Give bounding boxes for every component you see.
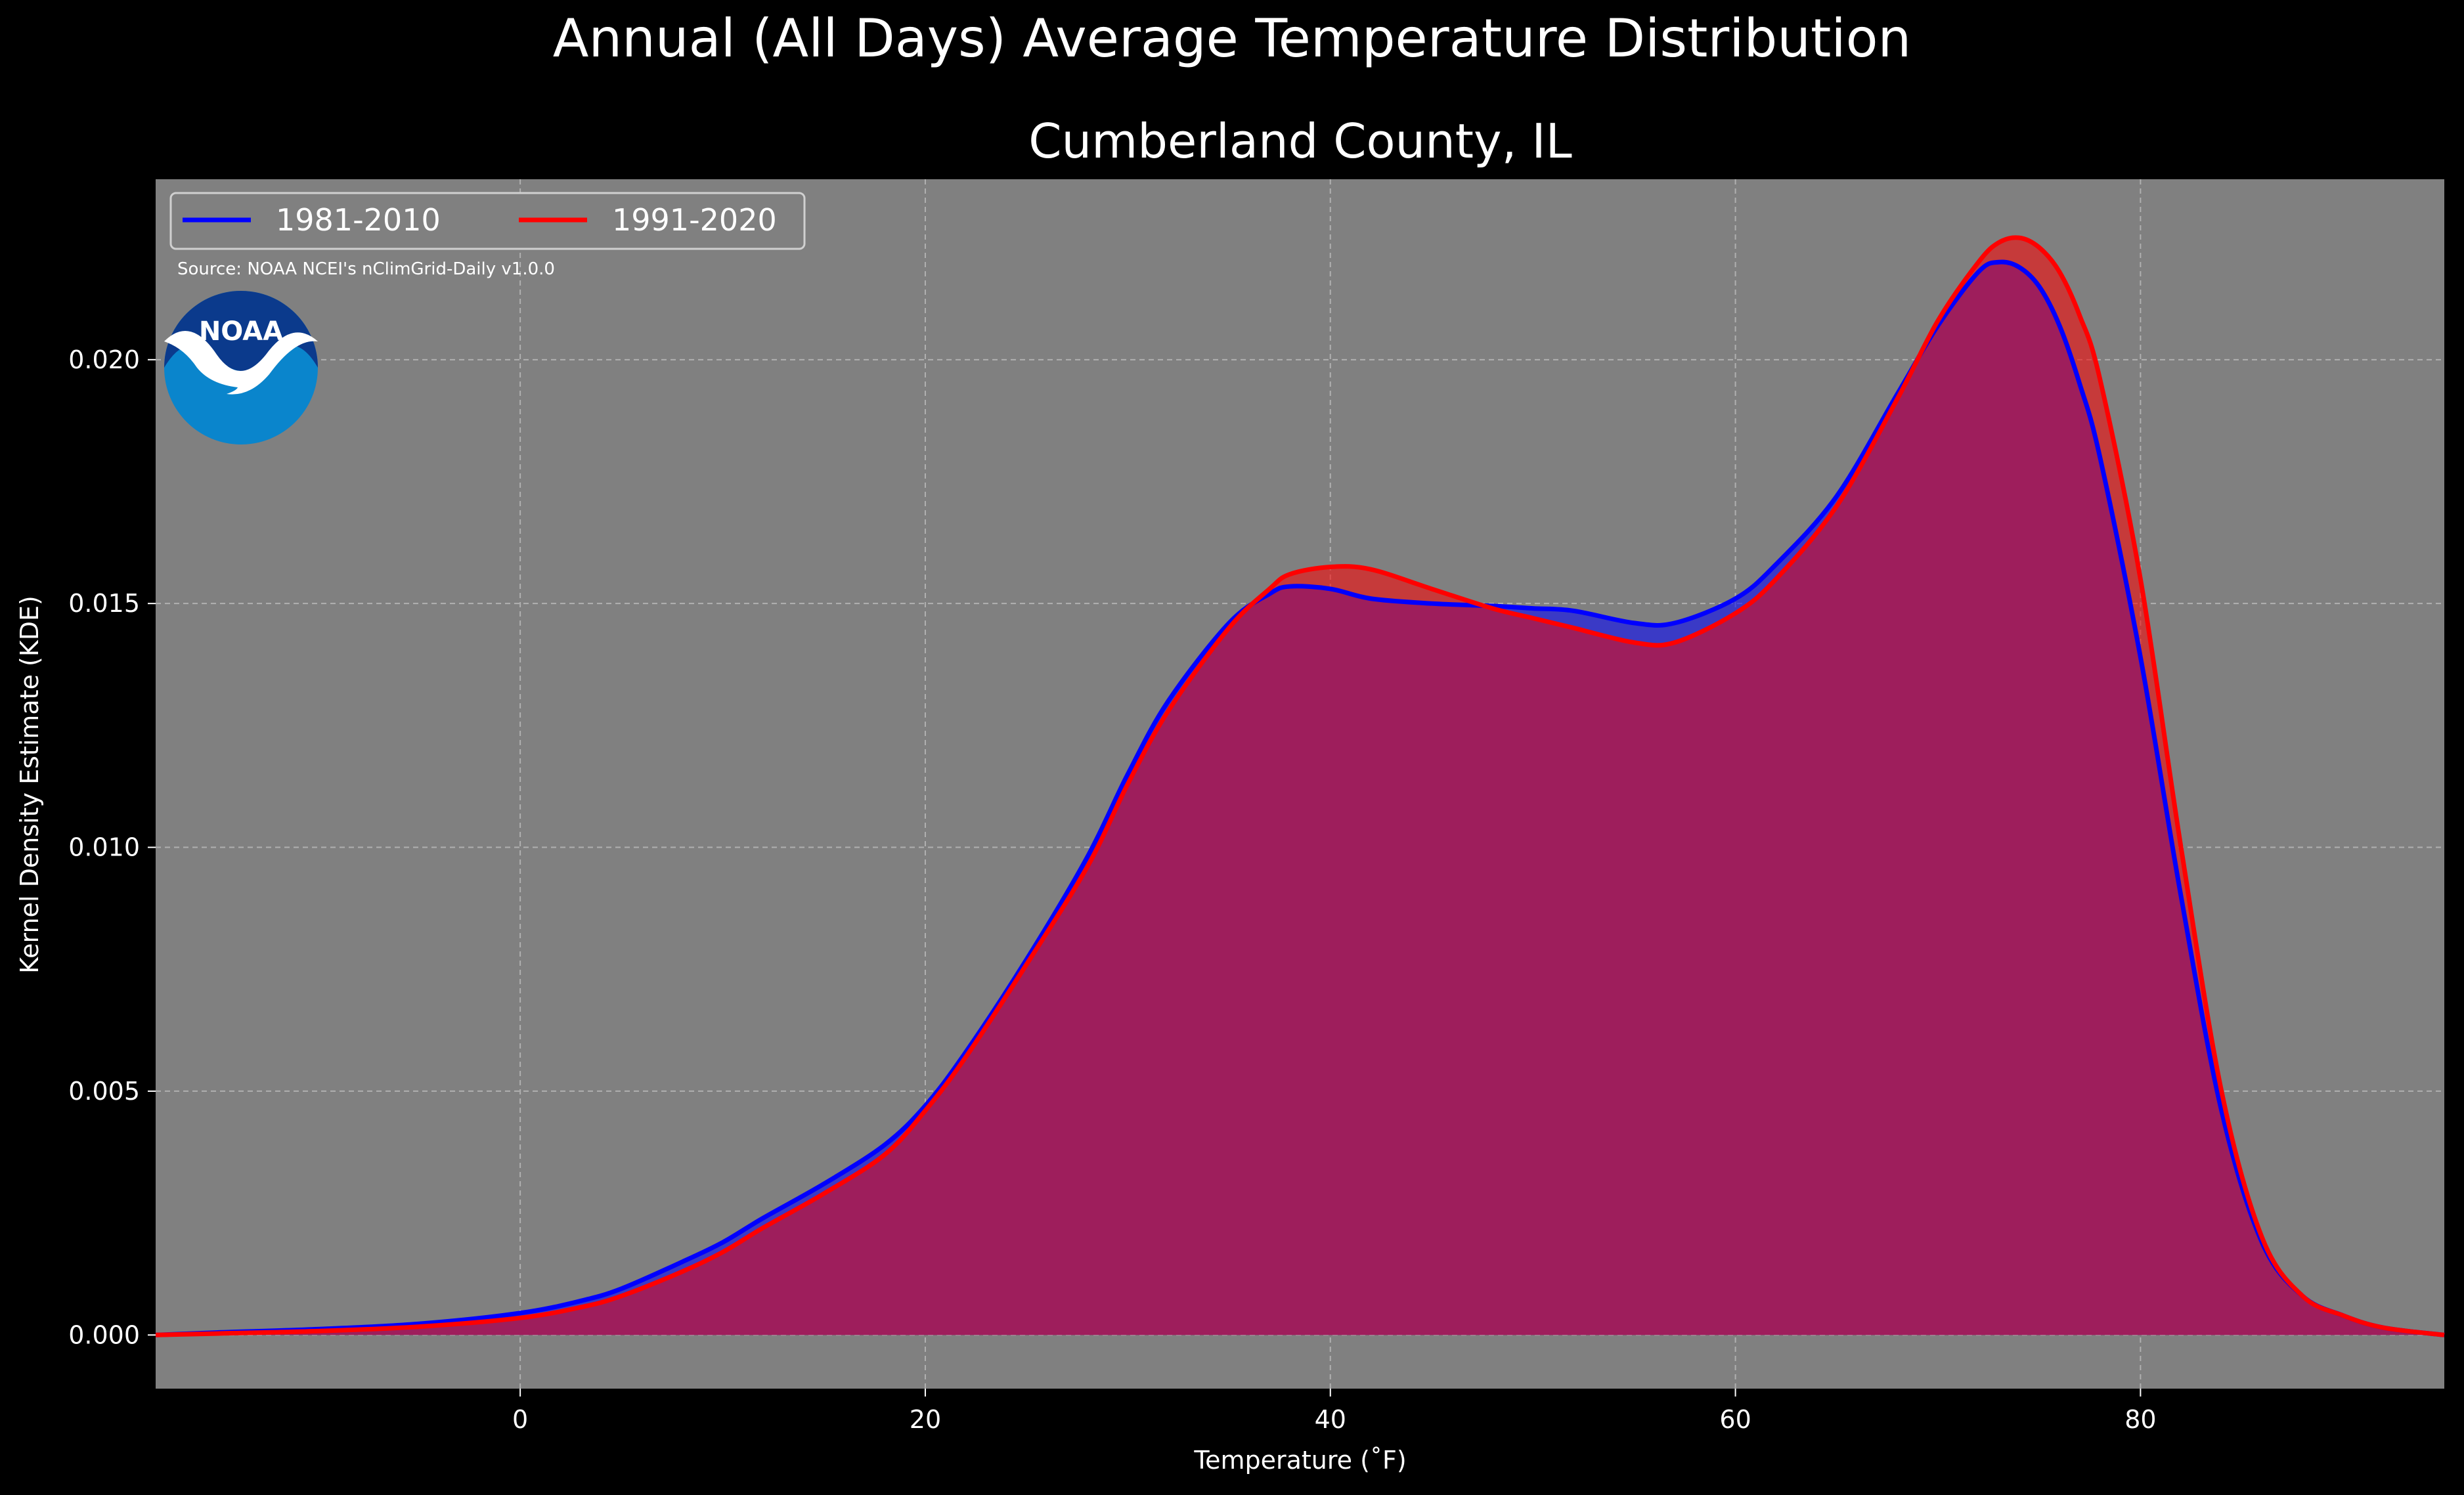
figure-suptitle: Annual (All Days) Average Temperature Di…	[553, 8, 1911, 69]
x-tick-label-4: 80	[2124, 1405, 2156, 1434]
x-tick-label-2: 40	[1315, 1405, 1346, 1434]
chart-title: Cumberland County, IL	[1028, 114, 1572, 169]
y-tick-label-2: 0.010	[68, 833, 140, 862]
noaa-logo-text: NOAA	[199, 316, 283, 347]
y-tick-label-4: 0.020	[68, 345, 140, 374]
x-tick-label-3: 60	[1719, 1405, 1751, 1434]
legend: 1981-2010 1991-2020	[169, 192, 806, 250]
area-overlap	[156, 261, 2444, 1335]
x-axis-ticks: 0 20 40 60 80	[512, 1389, 2157, 1434]
x-tick-label-0: 0	[512, 1405, 528, 1434]
series-lines	[155, 235, 2445, 1337]
line-1981-2010	[155, 259, 2445, 1337]
x-tick-label-1: 20	[910, 1405, 941, 1434]
legend-label-1981-2010: 1981-2010	[276, 202, 441, 238]
noaa-logo: NOAA	[164, 291, 318, 444]
y-axis-ticks: 0.000 0.005 0.010 0.015 0.020	[68, 345, 156, 1349]
y-tick-label-1: 0.005	[68, 1077, 140, 1106]
legend-label-1991-2020: 1991-2020	[612, 202, 777, 238]
source-note: Source: NOAA NCEI's nClimGrid-Daily v1.0…	[177, 259, 555, 279]
y-tick-label-0: 0.000	[68, 1320, 140, 1349]
line-1991-2020	[155, 235, 2445, 1337]
series-areas	[156, 237, 2444, 1335]
noaa-logo-sky	[164, 291, 318, 371]
noaa-logo-bird	[164, 331, 318, 395]
y-tick-label-3: 0.015	[68, 589, 140, 618]
legend-box	[169, 192, 806, 250]
x-axis-label: Temperature (˚F)	[1193, 1446, 1406, 1475]
y-axis-label: Kernel Density Estimate (KDE)	[15, 596, 44, 974]
